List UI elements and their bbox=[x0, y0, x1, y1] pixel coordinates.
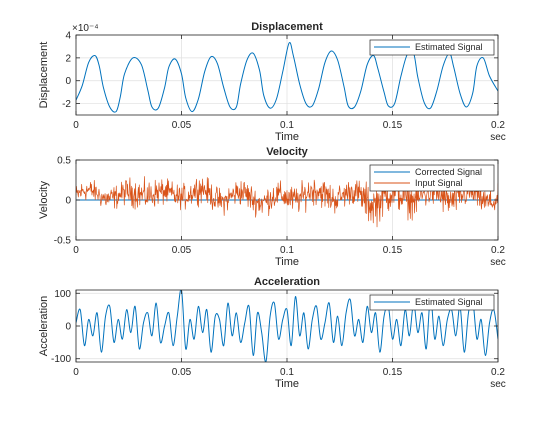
y-tick-label: 0 bbox=[65, 322, 71, 333]
y-tick-label: -2 bbox=[62, 99, 71, 110]
chart-title: Acceleration bbox=[254, 276, 320, 288]
x-tick-label: 0.15 bbox=[383, 245, 403, 256]
chart-title: Velocity bbox=[266, 146, 308, 158]
x-tick-label: 0.15 bbox=[383, 367, 403, 378]
y-tick-label: 0 bbox=[65, 196, 71, 207]
legend-box bbox=[369, 39, 495, 56]
legend-entry: Corrected Signal bbox=[415, 167, 482, 177]
y-tick-label: 4 bbox=[65, 31, 71, 42]
x-tick-label: 0.05 bbox=[172, 367, 192, 378]
x-tick-label: 0.1 bbox=[280, 120, 294, 131]
legend-entry: Estimated Signal bbox=[415, 42, 483, 52]
y-tick-label: 0.5 bbox=[57, 156, 71, 167]
y-tick-label: 100 bbox=[54, 289, 71, 300]
x-unit-label: sec bbox=[490, 379, 506, 390]
legend-entry: Estimated Signal bbox=[415, 297, 483, 307]
x-tick-label: 0.2 bbox=[491, 245, 505, 256]
x-tick-label: 0.1 bbox=[280, 245, 294, 256]
x-tick-label: 0 bbox=[73, 245, 79, 256]
y-tick-label: 2 bbox=[65, 53, 71, 64]
legend-box bbox=[369, 164, 495, 192]
y-axis-title: Acceleration bbox=[38, 296, 50, 357]
legend: Estimated Signal bbox=[369, 294, 495, 311]
x-tick-label: 0 bbox=[73, 120, 79, 131]
legend: Estimated Signal bbox=[369, 39, 495, 56]
y-axis-title: Displacement bbox=[38, 42, 50, 109]
y-tick-label: -100 bbox=[51, 354, 71, 365]
x-axis-title: Time bbox=[275, 256, 299, 268]
x-tick-label: 0.05 bbox=[172, 120, 192, 131]
x-tick-label: 0 bbox=[73, 367, 79, 378]
chart-title: Displacement bbox=[251, 21, 323, 33]
x-unit-label: sec bbox=[490, 132, 506, 143]
x-tick-label: 0.15 bbox=[383, 120, 403, 131]
legend-box bbox=[369, 294, 495, 311]
y-axis-title: Velocity bbox=[38, 181, 50, 219]
series-line-estimated-signal bbox=[76, 290, 498, 362]
x-axis-title: Time bbox=[275, 378, 299, 390]
legend-entry: Input Signal bbox=[415, 178, 463, 188]
x-tick-label: 0.1 bbox=[280, 367, 294, 378]
series-line-estimated-signal bbox=[76, 41, 498, 113]
y-tick-label: -0.5 bbox=[54, 236, 72, 247]
x-tick-label: 0.2 bbox=[491, 120, 505, 131]
series-group bbox=[76, 290, 498, 362]
x-axis-title: Time bbox=[275, 131, 299, 143]
series-group bbox=[76, 41, 498, 113]
x-tick-label: 0.2 bbox=[491, 367, 505, 378]
x-unit-label: sec bbox=[490, 257, 506, 268]
y-exponent-label: ×10⁻⁴ bbox=[72, 23, 99, 34]
y-tick-label: 0 bbox=[65, 76, 71, 87]
x-tick-label: 0.05 bbox=[172, 245, 192, 256]
